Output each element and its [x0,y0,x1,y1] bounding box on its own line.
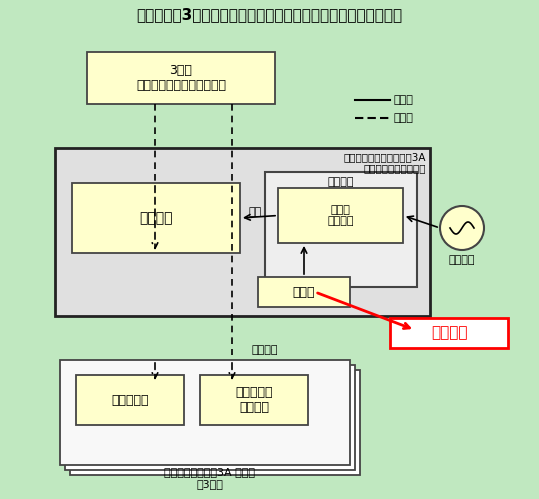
Text: 直流: 直流 [248,207,261,217]
Bar [60,360,350,465]
Circle shape [440,206,484,250]
Text: 蓄電池: 蓄電池 [293,285,315,298]
Bar [87,52,275,104]
Bar [76,375,184,425]
Text: 交流電源: 交流電源 [449,255,475,265]
Bar [55,148,430,316]
Text: 制御回路: 制御回路 [139,211,173,225]
Bar [258,277,350,307]
Bar [390,318,508,348]
Text: 過電圧
保護装置: 過電圧 保護装置 [327,205,354,227]
Text: 電源系: 電源系 [393,95,413,105]
Text: 信号系: 信号系 [393,113,413,123]
Text: 当該箇所: 当該箇所 [431,325,467,340]
Text: 3号機
中央制御室　火災受信機盤: 3号機 中央制御室 火災受信機盤 [136,64,226,92]
Text: ディーゼル発電機3A エリア
計3箇所: ディーゼル発電機3A エリア 計3箇所 [164,467,255,489]
Bar [265,172,417,287]
Bar [65,365,355,470]
Text: 起動信号: 起動信号 [252,345,279,355]
Text: 火災感知器: 火災感知器 [111,394,149,407]
Text: 電源装置: 電源装置 [328,177,354,187]
Text: 非常用ディーゼル発電機3A
二酸化炭素消火設備盤: 非常用ディーゼル発電機3A 二酸化炭素消火設備盤 [343,152,426,174]
Bar [200,375,308,425]
Text: 二酸化炭素
消火装置: 二酸化炭素 消火装置 [235,386,273,414]
Bar [70,370,360,475]
Bar [72,183,240,253]
Text: 伊方発電所3号機　非常用ディーゼル発電機室消火設備　概略図: 伊方発電所3号機 非常用ディーゼル発電機室消火設備 概略図 [136,7,403,22]
Bar [278,188,403,243]
